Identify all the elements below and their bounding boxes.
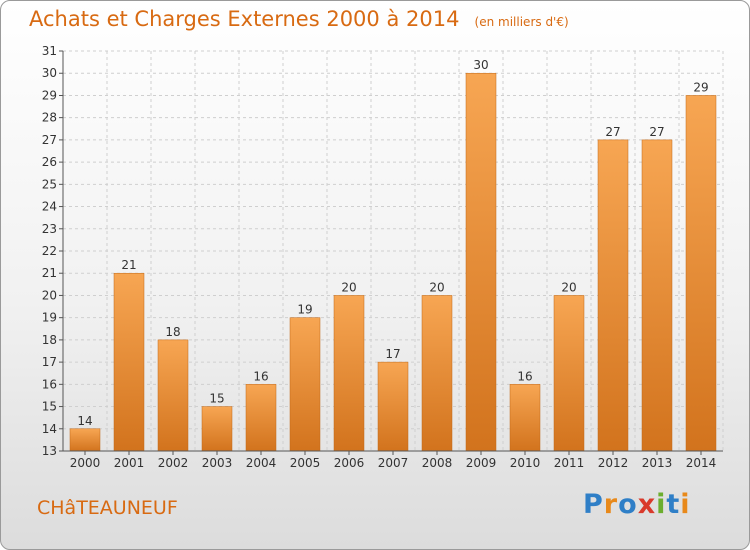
data-label: 20 — [341, 280, 356, 294]
logo-letter: i — [680, 489, 691, 520]
bar — [157, 339, 189, 452]
bar — [421, 295, 453, 452]
data-label: 30 — [473, 58, 488, 72]
data-label: 15 — [209, 392, 224, 406]
data-label: 20 — [561, 280, 576, 294]
x-tick-label: 2001 — [114, 456, 145, 470]
x-tick-label: 2006 — [334, 456, 365, 470]
logo-letter: r — [603, 489, 619, 520]
y-tick-label: 30 — [42, 66, 57, 80]
bar — [201, 406, 233, 452]
x-tick-label: 2008 — [422, 456, 453, 470]
y-tick-label: 19 — [42, 311, 57, 325]
data-label: 19 — [297, 303, 312, 317]
x-tick-label: 2013 — [642, 456, 673, 470]
x-tick-label: 2010 — [510, 456, 541, 470]
bar — [509, 384, 541, 452]
y-tick-label: 22 — [42, 244, 57, 258]
x-tick-label: 2014 — [686, 456, 717, 470]
chart-title: Achats et Charges Externes 2000 à 2014 — [29, 7, 460, 31]
proxiti-logo[interactable]: Proxiti — [583, 489, 691, 520]
bar — [597, 139, 629, 452]
y-tick-label: 23 — [42, 222, 57, 236]
logo-letter: x — [637, 489, 657, 520]
x-tick-label: 2012 — [598, 456, 629, 470]
bar — [113, 272, 145, 452]
data-label: 18 — [165, 325, 180, 339]
chart-subtitle: (en milliers d'€) — [474, 15, 569, 29]
y-tick-label: 28 — [42, 111, 57, 125]
data-label: 16 — [517, 369, 532, 383]
data-label: 21 — [121, 258, 136, 272]
data-label: 17 — [385, 347, 400, 361]
bars — [69, 72, 717, 452]
x-tick-label: 2000 — [70, 456, 101, 470]
data-labels: 14 21 18 15 16 19 20 17 20 30 16 20 27 27 29 — [77, 58, 708, 428]
y-tick-label: 14 — [42, 422, 57, 436]
bar — [69, 428, 101, 452]
y-tick-label: 21 — [42, 266, 57, 280]
logo-letter: P — [583, 489, 604, 520]
y-tick-label: 17 — [42, 355, 57, 369]
data-label: 27 — [649, 125, 664, 139]
y-tick-label: 20 — [42, 288, 57, 302]
x-tick-label: 2009 — [466, 456, 497, 470]
x-tick-label: 2007 — [378, 456, 409, 470]
y-tick-label: 16 — [42, 377, 57, 391]
x-tick-label: 2011 — [554, 456, 585, 470]
place-name: CHâTEAUNEUF — [37, 497, 178, 519]
data-label: 20 — [429, 280, 444, 294]
bar — [465, 72, 497, 452]
bar — [245, 384, 277, 452]
x-tick-label: 2003 — [202, 456, 233, 470]
x-tick-label: 2005 — [290, 456, 321, 470]
y-tick-label: 31 — [42, 44, 57, 58]
logo-letter: i — [656, 489, 667, 520]
bar — [641, 139, 673, 452]
data-label: 16 — [253, 369, 268, 383]
data-label: 29 — [693, 80, 708, 94]
y-tick-label: 26 — [42, 155, 57, 169]
bar — [553, 295, 585, 452]
y-tick-label: 24 — [42, 200, 57, 214]
y-tick-label: 27 — [42, 133, 57, 147]
bar — [377, 361, 409, 452]
logo-letter: o — [618, 489, 638, 520]
bar — [333, 295, 365, 452]
y-tick-label: 13 — [42, 444, 57, 458]
bar — [289, 317, 321, 452]
y-tick-label: 15 — [42, 400, 57, 414]
axes: 13 14 15 16 17 18 19 20 21 22 23 24 25 26 27 28 29 30 31 20… — [42, 44, 723, 470]
y-tick-label: 18 — [42, 333, 57, 347]
y-tick-label: 29 — [42, 88, 57, 102]
data-label: 27 — [605, 125, 620, 139]
data-label: 14 — [77, 414, 92, 428]
chart-title-row: Achats et Charges Externes 2000 à 2014 (… — [29, 7, 569, 31]
x-tick-label: 2002 — [158, 456, 189, 470]
x-tick-label: 2004 — [246, 456, 277, 470]
bar — [685, 95, 717, 452]
y-tick-label: 25 — [42, 177, 57, 191]
logo-letter: t — [666, 489, 681, 520]
